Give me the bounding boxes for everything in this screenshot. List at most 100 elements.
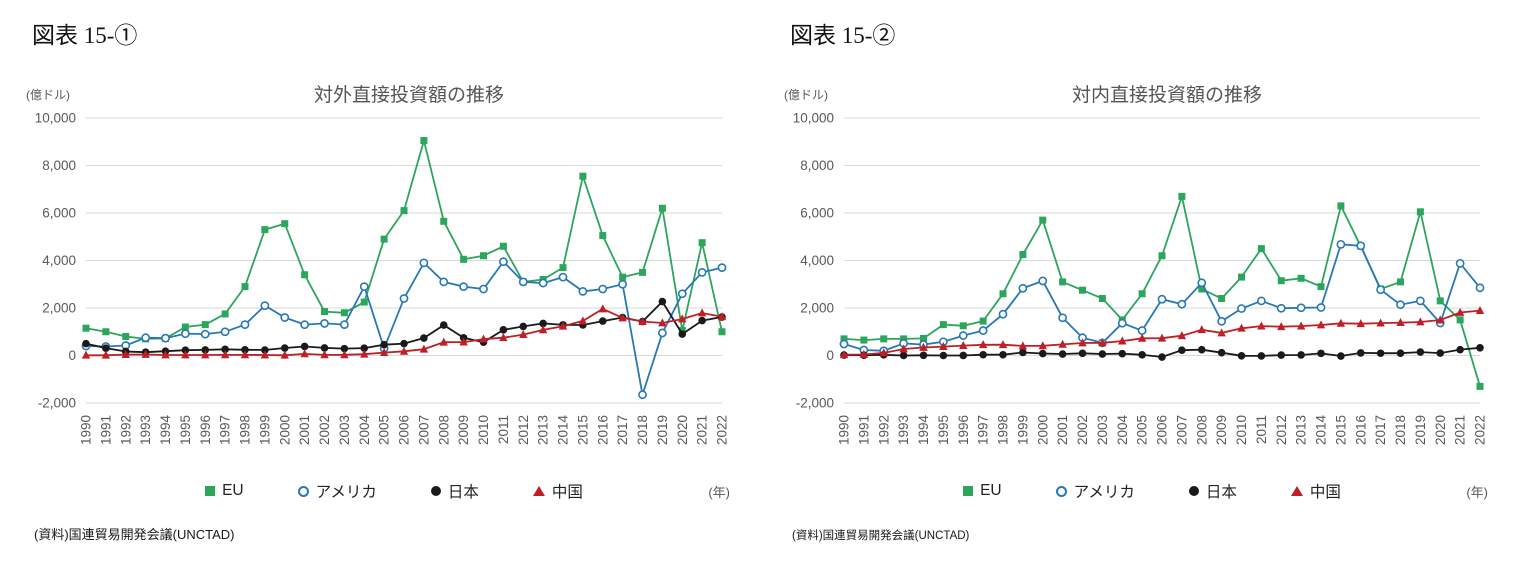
svg-text:1991: 1991 xyxy=(98,415,113,445)
svg-text:2016: 2016 xyxy=(1353,415,1368,445)
svg-text:1992: 1992 xyxy=(876,415,891,445)
svg-text:1990: 1990 xyxy=(79,415,94,445)
svg-text:2009: 2009 xyxy=(456,415,471,445)
x-axis-unit-label: (年) xyxy=(708,485,730,500)
legend-item-china: 中国 xyxy=(1290,480,1341,502)
y-axis-unit-label: (億ドル) xyxy=(26,88,70,102)
svg-text:2014: 2014 xyxy=(1314,415,1329,446)
svg-text:2018: 2018 xyxy=(1393,415,1408,445)
eu-marker-icon xyxy=(205,486,216,496)
svg-text:2020: 2020 xyxy=(1433,415,1448,445)
svg-text:2013: 2013 xyxy=(1294,415,1309,445)
svg-text:1990: 1990 xyxy=(837,415,852,445)
svg-text:6,000: 6,000 xyxy=(800,206,834,221)
svg-text:2019: 2019 xyxy=(1413,415,1428,445)
legend: EU アメリカ 日本 中国 xyxy=(90,480,698,502)
svg-text:1996: 1996 xyxy=(198,415,213,445)
svg-text:1999: 1999 xyxy=(1015,415,1030,445)
legend-label: EU xyxy=(222,482,244,499)
svg-text:1995: 1995 xyxy=(936,415,951,445)
svg-text:2022: 2022 xyxy=(715,415,730,445)
svg-text:8,000: 8,000 xyxy=(42,158,76,173)
chart-panel-inward: 図表 15-② (億ドル) 対内直接投資額の推移 -2,000 0 2,000 4,0… xyxy=(758,0,1516,563)
legend-label: 中国 xyxy=(1309,484,1341,501)
chart-panel-outward: 図表 15-① (億ドル) 対外直接投資額の推移 -2,000 0 2,000 4,0… xyxy=(26,23,730,542)
america-marker-icon xyxy=(297,485,309,497)
svg-text:2022: 2022 xyxy=(1473,415,1488,445)
china-marker-icon xyxy=(1290,486,1303,496)
svg-text:2005: 2005 xyxy=(1135,415,1150,445)
figure-label: 図表 15-① xyxy=(32,23,138,48)
svg-text:2,000: 2,000 xyxy=(42,301,76,316)
svg-text:1993: 1993 xyxy=(896,415,911,445)
legend-item-america: アメリカ xyxy=(1055,480,1135,502)
source-note: (資料)国連貿易開発会議(UNCTAD) xyxy=(34,527,235,542)
svg-text:2010: 2010 xyxy=(1234,415,1249,445)
svg-text:2001: 2001 xyxy=(1055,415,1070,445)
japan-marker-icon xyxy=(430,486,441,496)
svg-text:2012: 2012 xyxy=(516,415,531,445)
svg-text:2002: 2002 xyxy=(317,415,332,445)
svg-text:2015: 2015 xyxy=(575,415,590,445)
legend-label: EU xyxy=(980,482,1002,499)
svg-text:2004: 2004 xyxy=(1115,415,1130,446)
svg-text:2,000: 2,000 xyxy=(800,301,834,316)
svg-text:2014: 2014 xyxy=(556,415,571,446)
figure-label: 図表 15-② xyxy=(790,23,896,48)
svg-text:1998: 1998 xyxy=(996,415,1011,445)
svg-text:2006: 2006 xyxy=(397,415,412,445)
svg-text:1994: 1994 xyxy=(158,415,173,446)
svg-text:2021: 2021 xyxy=(695,415,710,445)
svg-text:4,000: 4,000 xyxy=(42,253,76,268)
svg-text:10,000: 10,000 xyxy=(35,111,76,126)
svg-text:1996: 1996 xyxy=(956,415,971,445)
japan-marker-icon xyxy=(1188,486,1199,496)
svg-text:2010: 2010 xyxy=(476,415,491,445)
svg-text:6,000: 6,000 xyxy=(42,206,76,221)
eu-marker-icon xyxy=(963,486,974,496)
x-axis-unit-label: (年) xyxy=(1466,485,1488,500)
line-chart: -2,000 0 2,000 4,000 6,000 8,000 10,000 1990 199… xyxy=(35,111,730,446)
svg-text:2019: 2019 xyxy=(655,415,670,445)
svg-text:1997: 1997 xyxy=(218,415,233,445)
svg-text:4,000: 4,000 xyxy=(800,253,834,268)
svg-text:2018: 2018 xyxy=(635,415,650,445)
svg-text:-2,000: -2,000 xyxy=(796,396,834,411)
svg-text:2017: 2017 xyxy=(1373,415,1388,445)
svg-text:1998: 1998 xyxy=(238,415,253,445)
svg-text:2011: 2011 xyxy=(1254,415,1269,444)
china-marker-icon xyxy=(532,486,545,496)
svg-text:0: 0 xyxy=(826,348,834,363)
y-axis-unit-label: (億ドル) xyxy=(784,88,828,102)
svg-text:2007: 2007 xyxy=(1174,415,1189,445)
svg-text:2015: 2015 xyxy=(1333,415,1348,445)
line-chart: -2,000 0 2,000 4,000 6,000 8,000 10,000 1990 199… xyxy=(793,111,1488,446)
svg-text:1992: 1992 xyxy=(118,415,133,445)
svg-text:2012: 2012 xyxy=(1274,415,1289,445)
svg-text:0: 0 xyxy=(68,348,76,363)
svg-text:8,000: 8,000 xyxy=(800,158,834,173)
svg-text:2017: 2017 xyxy=(615,415,630,445)
legend-item-america: アメリカ xyxy=(297,480,377,502)
svg-text:2002: 2002 xyxy=(1075,415,1090,445)
legend: EU アメリカ 日本 中国 xyxy=(848,480,1456,502)
chart-title: 対内直接投資額の推移 xyxy=(1071,85,1262,106)
svg-text:2021: 2021 xyxy=(1453,415,1468,445)
legend-label: 日本 xyxy=(447,484,479,501)
legend-label: アメリカ xyxy=(315,484,377,501)
svg-text:2008: 2008 xyxy=(436,415,451,445)
svg-text:2000: 2000 xyxy=(277,415,292,445)
legend-item-japan: 日本 xyxy=(430,480,479,502)
svg-text:2008: 2008 xyxy=(1194,415,1209,445)
svg-text:2004: 2004 xyxy=(357,415,372,446)
legend-label: アメリカ xyxy=(1073,484,1135,501)
svg-text:2000: 2000 xyxy=(1035,415,1050,445)
svg-text:10,000: 10,000 xyxy=(793,111,834,126)
svg-text:2003: 2003 xyxy=(1095,415,1110,445)
svg-text:1999: 1999 xyxy=(257,415,272,445)
america-marker-icon xyxy=(1055,485,1067,497)
svg-text:2013: 2013 xyxy=(536,415,551,445)
svg-text:2005: 2005 xyxy=(377,415,392,445)
svg-text:2001: 2001 xyxy=(297,415,312,445)
